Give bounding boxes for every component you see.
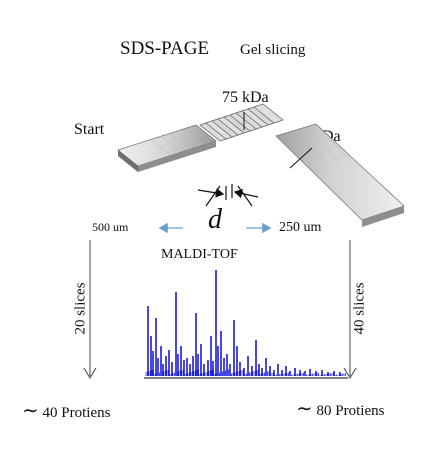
maldi-tof-spectrum: [145, 270, 346, 376]
title-main: SDS-PAGE: [120, 38, 210, 59]
left-result: ∼ 40 Protiens: [22, 398, 110, 423]
approx-symbol: ∼: [296, 398, 313, 420]
gel-sliced-section: [199, 103, 284, 142]
left-result-text: 40 Protiens: [42, 405, 111, 421]
right-slices-label: 40 slices: [351, 282, 368, 335]
right-result-text: 80 Protiens: [316, 403, 385, 419]
marker-75-kda-label: 75 kDa: [222, 89, 269, 106]
right-slice-width-label: 250 um: [279, 220, 322, 235]
method-label: MALDI-TOF: [161, 247, 238, 262]
left-slices-label: 20 slices: [72, 282, 89, 335]
title-sub: Gel slicing: [240, 42, 306, 58]
spacing-symbol: d: [208, 204, 222, 235]
gel-left-segment: [117, 124, 217, 172]
spacing-indicator: [197, 184, 259, 207]
approx-symbol: ∼: [22, 400, 39, 422]
marker-37-kda-label: 37 kDa: [294, 128, 341, 145]
start-label: Start: [74, 121, 105, 138]
left-slice-width-label: 500 um: [92, 220, 129, 234]
right-result: ∼ 80 Protiens: [296, 396, 384, 421]
